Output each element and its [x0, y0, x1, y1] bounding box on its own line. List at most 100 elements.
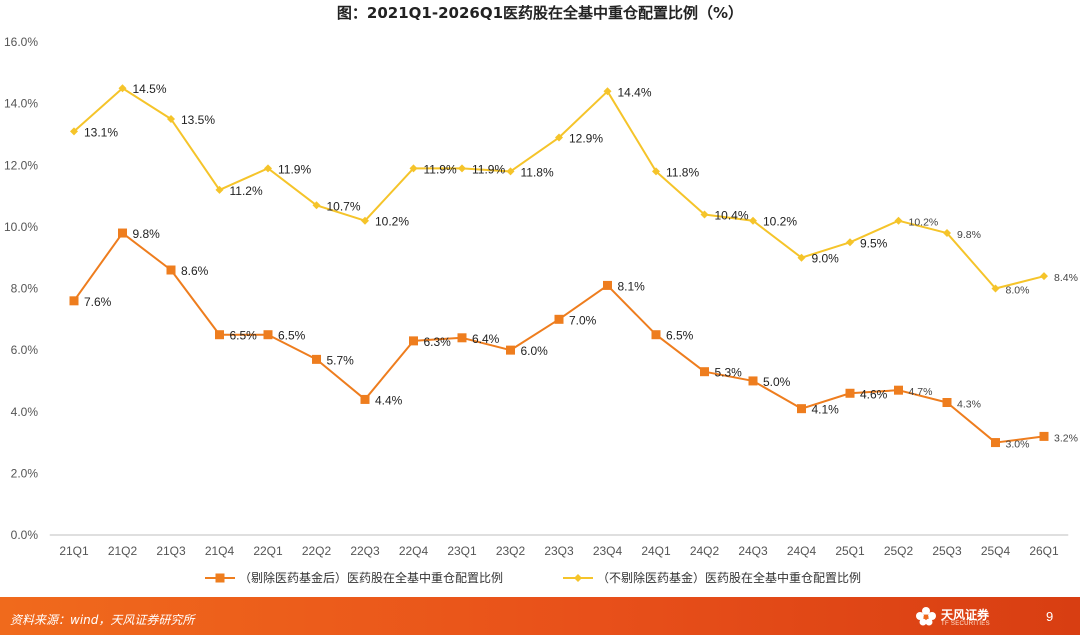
legend-marker-diamond: [574, 574, 582, 582]
data-point-diamond: [1040, 272, 1048, 281]
data-label: 11.2%: [230, 184, 263, 198]
y-tick-label: 2.0%: [11, 466, 39, 480]
x-tick-label: 24Q4: [787, 544, 817, 558]
company-logo: 天风证券 TF SECURITIES: [915, 605, 1035, 631]
x-tick-label: 22Q3: [350, 544, 380, 558]
data-point-square: [118, 228, 127, 238]
data-point-square: [845, 388, 855, 398]
data-label: 10.7%: [327, 199, 361, 213]
data-label: 12.9%: [569, 132, 603, 146]
data-label: 3.2%: [1054, 432, 1078, 444]
data-point-diamond: [603, 87, 612, 96]
data-label: 11.9%: [278, 162, 311, 176]
data-point-square: [894, 385, 903, 395]
legend: （剔除医药基金后）医药股在全基中重仓配置比例 （不剔除医药基金）医药股在全基中重仓…: [205, 570, 861, 585]
data-point-square: [506, 345, 515, 355]
data-label: 6.4%: [472, 332, 500, 346]
y-tick-label: 10.0%: [4, 220, 38, 234]
data-label: 6.3%: [424, 335, 452, 349]
source-note: 资料来源：wind，天风证券研究所: [10, 613, 195, 627]
data-labels: 7.6% 9.8% 8.6% 6.5% 6.5% 5.7% 4.4% 6.3% 6.4% 6.0%…: [84, 82, 1078, 450]
data-label: 14.4%: [618, 85, 652, 99]
y-axis: 0.0% 2.0% 4.0% 6.0% 8.0% 10.0% 12.0% 14.0% 16.0%: [4, 35, 38, 542]
y-tick-label: 6.0%: [11, 343, 39, 357]
data-point-square: [312, 354, 321, 364]
x-tick-label: 22Q2: [302, 544, 332, 558]
y-tick-label: 0.0%: [11, 528, 39, 542]
data-point-square: [651, 330, 661, 340]
data-label: 8.0%: [1006, 285, 1030, 297]
data-point-square: [215, 330, 224, 340]
data-label: 7.0%: [569, 313, 597, 327]
data-point-square: [1039, 431, 1049, 441]
data-label: 13.1%: [84, 125, 118, 139]
y-tick-label: 14.0%: [4, 97, 38, 111]
data-label: 8.1%: [618, 279, 646, 293]
x-tick-label: 25Q3: [932, 544, 962, 558]
data-label: 4.4%: [375, 393, 403, 407]
x-tick-label: 24Q3: [738, 544, 768, 558]
data-point-square: [942, 398, 952, 408]
data-label: 11.9%: [424, 162, 457, 176]
data-label: 6.5%: [230, 329, 258, 343]
data-label: 9.8%: [957, 229, 981, 241]
data-label: 10.2%: [375, 215, 409, 229]
data-label: 5.0%: [763, 375, 791, 389]
x-tick-label: 23Q1: [447, 544, 477, 558]
data-point-diamond: [264, 164, 272, 173]
data-label: 4.1%: [812, 403, 840, 417]
flower-logo-icon: [916, 607, 936, 626]
data-label: 9.5%: [860, 236, 888, 250]
x-tick-label: 21Q4: [205, 544, 235, 558]
x-tick-label: 21Q3: [156, 544, 186, 558]
data-label: 11.8%: [521, 165, 554, 179]
data-point-diamond: [555, 133, 563, 142]
x-tick-label: 24Q2: [690, 544, 720, 558]
data-point-diamond: [991, 284, 1000, 293]
x-tick-label: 23Q4: [593, 544, 623, 558]
data-label: 4.7%: [909, 386, 933, 398]
data-point-square: [554, 314, 564, 324]
data-label: 13.5%: [181, 113, 215, 127]
data-point-square: [991, 438, 1000, 448]
data-label: 14.5%: [133, 82, 167, 96]
data-point-diamond: [361, 216, 369, 225]
y-tick-label: 12.0%: [4, 158, 38, 172]
data-label: 3.0%: [1006, 439, 1030, 451]
data-label: 4.3%: [957, 399, 981, 411]
data-point-square: [69, 296, 79, 306]
data-point-diamond: [700, 210, 709, 219]
data-point-square: [409, 336, 418, 346]
chart-title: 图：2021Q1-2026Q1医药股在全基中重仓配置比例（%）: [336, 4, 744, 22]
data-label: 5.7%: [327, 353, 355, 367]
x-tick-label: 26Q1: [1029, 544, 1059, 558]
data-point-square: [700, 367, 709, 377]
data-point-diamond: [118, 84, 127, 93]
data-label: 9.0%: [812, 252, 840, 266]
data-point-square: [797, 404, 806, 414]
data-label: 11.9%: [472, 162, 505, 176]
data-point-diamond: [215, 185, 224, 194]
data-point-diamond: [312, 201, 321, 210]
x-tick-label: 25Q1: [835, 544, 865, 558]
x-tick-label: 21Q1: [59, 544, 89, 558]
data-label: 9.8%: [133, 227, 161, 241]
data-point-diamond: [167, 115, 175, 124]
data-point-diamond: [797, 253, 806, 262]
series-layer: [69, 84, 1049, 448]
data-point-square: [603, 280, 612, 290]
data-label: 6.0%: [521, 344, 549, 358]
logo-name: 天风证券: [941, 608, 990, 622]
data-point-diamond: [894, 216, 903, 225]
data-label: 10.4%: [715, 209, 749, 223]
data-label: 8.6%: [181, 264, 209, 278]
data-label: 8.4%: [1054, 272, 1078, 284]
x-tick-label: 22Q1: [253, 544, 283, 558]
data-point-diamond: [749, 216, 757, 225]
data-point-diamond: [458, 164, 466, 173]
x-tick-label: 21Q2: [108, 544, 138, 558]
x-tick-label: 23Q3: [544, 544, 574, 558]
x-tick-label: 22Q4: [399, 544, 429, 558]
data-label: 10.2%: [909, 217, 939, 229]
y-tick-label: 16.0%: [4, 35, 38, 49]
